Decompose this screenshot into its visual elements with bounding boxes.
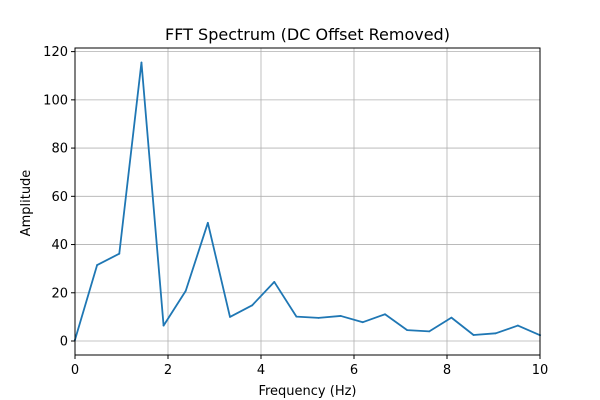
- data-point: [384, 313, 386, 316]
- x-tick-label: 0: [71, 363, 79, 378]
- data-point: [251, 304, 254, 307]
- data-point: [450, 316, 453, 319]
- x-tick-label: 10: [532, 363, 549, 378]
- y-tick-label: 80: [51, 142, 68, 157]
- data-point: [96, 264, 99, 266]
- plot-frame: [74, 47, 541, 356]
- data-point: [472, 334, 475, 336]
- x-tick-label: 2: [164, 363, 172, 378]
- data-point: [295, 315, 298, 318]
- x-axis-ticks: 0 2 4 6 8 10: [71, 355, 548, 378]
- x-axis-label: Frequency (Hz): [258, 384, 356, 399]
- data-point: [140, 61, 143, 64]
- y-tick-label: 120: [43, 45, 68, 60]
- data-point: [317, 316, 320, 319]
- y-axis-label: Amplitude: [19, 170, 34, 237]
- series-line-0: [73, 61, 542, 341]
- data-point: [428, 330, 431, 333]
- data-point: [206, 221, 209, 224]
- x-tick-label: 6: [350, 363, 358, 378]
- data-point: [361, 321, 364, 324]
- data-point: [184, 289, 187, 292]
- data-point: [339, 315, 342, 317]
- x-tick-label: 4: [257, 363, 265, 378]
- y-axis-ticks: 0 20 40 60 80 100 120: [43, 45, 75, 350]
- y-tick-label: 40: [51, 238, 68, 253]
- data-point: [118, 252, 121, 255]
- x-tick-label: 8: [443, 363, 451, 378]
- y-tick-label: 60: [51, 190, 68, 205]
- data-point: [494, 332, 497, 335]
- y-tick-label: 20: [51, 286, 68, 301]
- y-tick-label: 100: [43, 93, 68, 108]
- data-point: [229, 316, 231, 318]
- data-point: [516, 324, 519, 327]
- chart-title: FFT Spectrum (DC Offset Removed): [165, 25, 450, 44]
- data-point: [406, 329, 409, 332]
- y-tick-label: 0: [60, 335, 68, 350]
- data-point: [273, 281, 276, 283]
- data-point: [162, 324, 165, 327]
